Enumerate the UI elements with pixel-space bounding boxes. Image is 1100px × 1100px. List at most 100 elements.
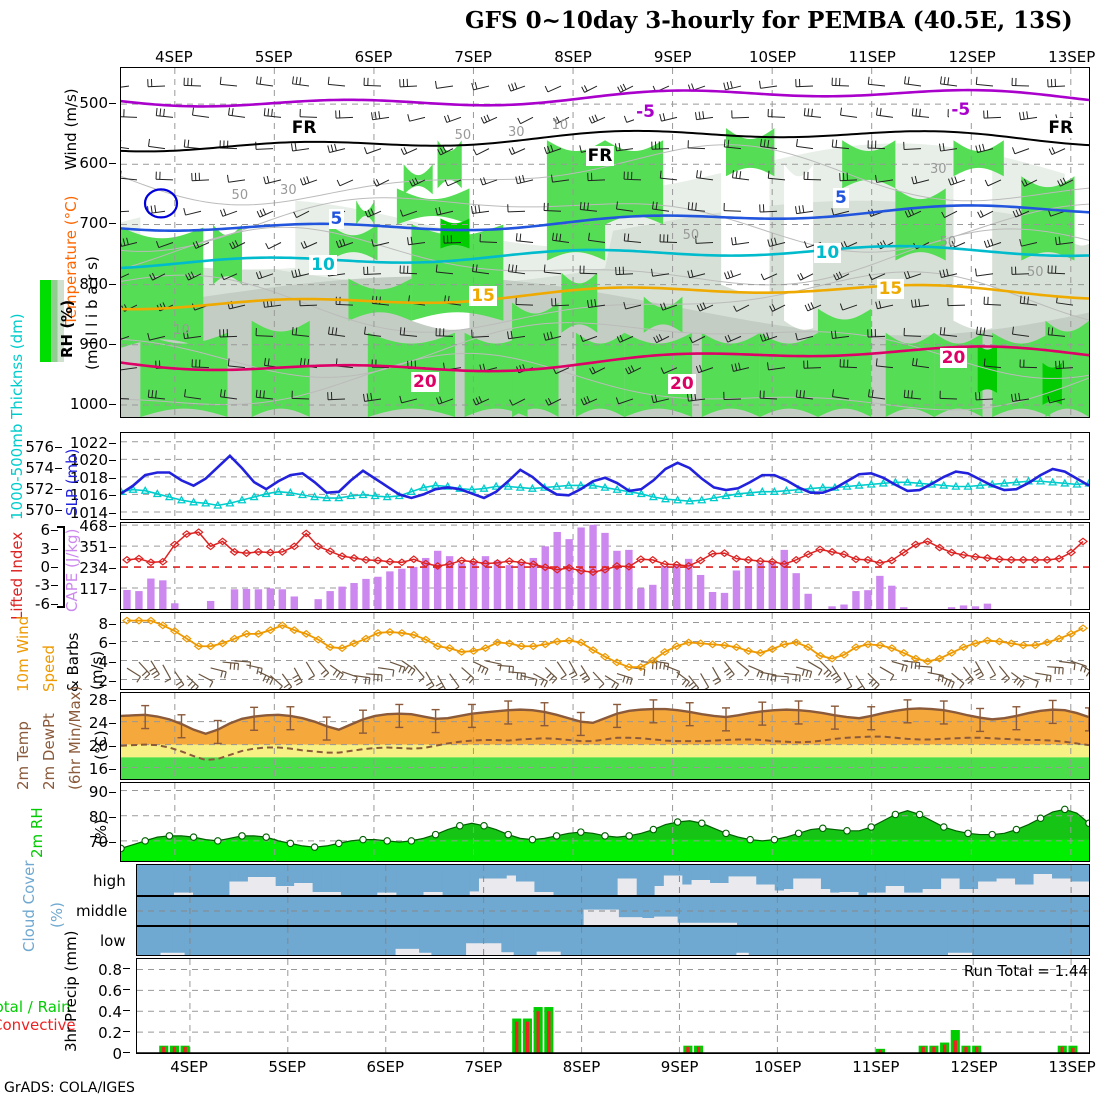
y-tick-20: 20 [88, 736, 108, 755]
precip-plot [137, 959, 1089, 1053]
y-tick-mark [109, 223, 116, 225]
y-tick-28: 28 [88, 690, 108, 709]
y-tick-572: 572 [25, 479, 54, 498]
x-tick-13sep: 13SEP [1048, 48, 1096, 66]
cloud-axis-label: Cloud Cover [20, 860, 38, 952]
wind-axis-label: Wind (m/s) [62, 88, 80, 170]
y-tick--3: -3 [35, 576, 50, 595]
cloud-row-label-middle: middle [76, 902, 128, 920]
slp-axis-label: SLP (mb) [63, 448, 81, 516]
y-tick-576: 576 [25, 437, 54, 456]
wind10m-axis-label-2: Speed [40, 644, 58, 692]
page-title: GFS 0~10day 3-hourly for PEMBA (40.5E, 1… [465, 7, 1073, 34]
panel-precip[interactable] [136, 958, 1090, 1054]
y-tick-90: 90 [88, 782, 108, 801]
rh2m-axis-units: (%) [92, 819, 110, 845]
precip-y-tick-0_4: 0.4 [98, 1003, 122, 1022]
panel-cloud-mid[interactable] [136, 896, 1090, 926]
x-tick-12sep: 12SEP [948, 48, 996, 66]
x-tick-12sep: 12SEP [950, 1058, 998, 1076]
lifted-index-axis-label: Lifted Index [8, 531, 26, 620]
x-tick-4sep: 4SEP [155, 48, 193, 66]
wind10m-axis-units: (m/s) [88, 650, 106, 690]
y-tick-mark [109, 495, 116, 497]
y-tick-6: 6 [98, 633, 108, 652]
x-tick-10sep: 10SEP [748, 48, 797, 66]
cloud-axis-units: (%) [48, 902, 66, 928]
y-tick-2: 2 [98, 671, 108, 690]
panel-upper-air[interactable] [120, 67, 1090, 418]
y-tick-mark [109, 163, 116, 165]
y-tick-mark [109, 103, 116, 105]
y-tick-351: 351 [79, 538, 108, 557]
x-tick-7sep: 7SEP [454, 48, 492, 66]
temp2m-axis-units: (°C) [92, 730, 110, 760]
y-tick-mark [109, 661, 116, 663]
panel-rh2m[interactable] [120, 782, 1090, 862]
wind10m-axis-label-3: & Barbs [64, 632, 82, 692]
y-tick-mark [55, 488, 62, 490]
panel-cloud-high[interactable] [136, 864, 1090, 896]
x-tick-4sep: 4SEP [170, 1058, 208, 1076]
cape-yticks: 468 351 234 117 [60, 517, 118, 610]
panel-wind10m[interactable] [120, 612, 1090, 690]
y-tick-mark [109, 589, 116, 591]
slp-yticks: 1022 1020 1018 1016 1014 [60, 432, 118, 522]
y-tick-1018: 1018 [69, 468, 108, 487]
y-tick-mark [109, 768, 116, 770]
panel-temp2m[interactable] [120, 692, 1090, 780]
x-tick-13sep: 13SEP [1048, 1058, 1096, 1076]
y-tick-mark [109, 841, 116, 843]
panel-cape-li[interactable] [120, 522, 1090, 610]
y-tick-900: 900 [79, 334, 108, 353]
precip-axis-label: 3hr Precip (mm) [62, 930, 80, 1052]
precip-yticks: 0.8 0.6 0.4 0.2 0 [92, 958, 132, 1063]
temp2m-axis-label-2: 2m DewPt [40, 713, 58, 790]
precip-legend-convective: Convective [0, 1016, 76, 1034]
precip-y-tick-0_2: 0.2 [98, 1024, 122, 1043]
precip-y-tick-0: 0 [112, 1045, 122, 1063]
run-total-label: Run Total = 1.44 [963, 962, 1088, 980]
y-tick-6: 6 [40, 521, 50, 540]
panel-cloud-low[interactable] [136, 926, 1090, 956]
wind10m-plot [121, 613, 1089, 689]
y-tick-mark [51, 567, 58, 568]
x-tick-11sep: 11SEP [848, 48, 896, 66]
y-tick-3: 3 [40, 539, 50, 558]
cape-axis-label: CAPE (J/kg) [63, 528, 81, 612]
upper-air-plot [121, 68, 1089, 417]
cloud-row-label-low: low [100, 932, 126, 950]
upper-air-ylabel: (m i l l i b a r s) [83, 256, 101, 370]
temp2m-axis-label-3: (6hr Min/Max) [66, 685, 84, 790]
y-tick-mark [51, 585, 58, 587]
y-tick-mark [109, 343, 116, 345]
y-tick-mark [109, 791, 116, 793]
y-tick-mark [123, 1052, 130, 1053]
y-tick-mark [123, 1010, 130, 1012]
x-tick-8sep: 8SEP [554, 48, 592, 66]
y-tick-mark [109, 403, 116, 405]
y-tick-mark [109, 283, 116, 285]
y-tick-mark [123, 1031, 130, 1033]
y-tick-mark [109, 642, 116, 644]
x-tick-10sep: 10SEP [754, 1058, 802, 1076]
y-tick-1000: 1000 [69, 394, 108, 413]
panel-slp-thickness[interactable] [120, 432, 1090, 520]
y-tick-1014: 1014 [69, 503, 108, 522]
y-tick-117: 117 [79, 580, 108, 599]
y-tick-1020: 1020 [69, 451, 108, 470]
y-tick-1016: 1016 [69, 486, 108, 505]
y-tick-0: 0 [40, 558, 50, 576]
y-tick-mark [109, 526, 116, 528]
y-tick-mark [109, 816, 116, 818]
precip-y-tick-0_8: 0.8 [98, 961, 122, 980]
y-tick-mark [109, 477, 116, 479]
temp2m-plot [121, 693, 1089, 779]
y-tick-234: 234 [79, 559, 108, 578]
x-tick-5sep: 5SEP [254, 48, 293, 66]
y-tick-mark [109, 512, 116, 514]
y-tick-mark [55, 467, 62, 469]
y-tick-570: 570 [25, 500, 54, 519]
y-tick-mark [109, 460, 116, 462]
